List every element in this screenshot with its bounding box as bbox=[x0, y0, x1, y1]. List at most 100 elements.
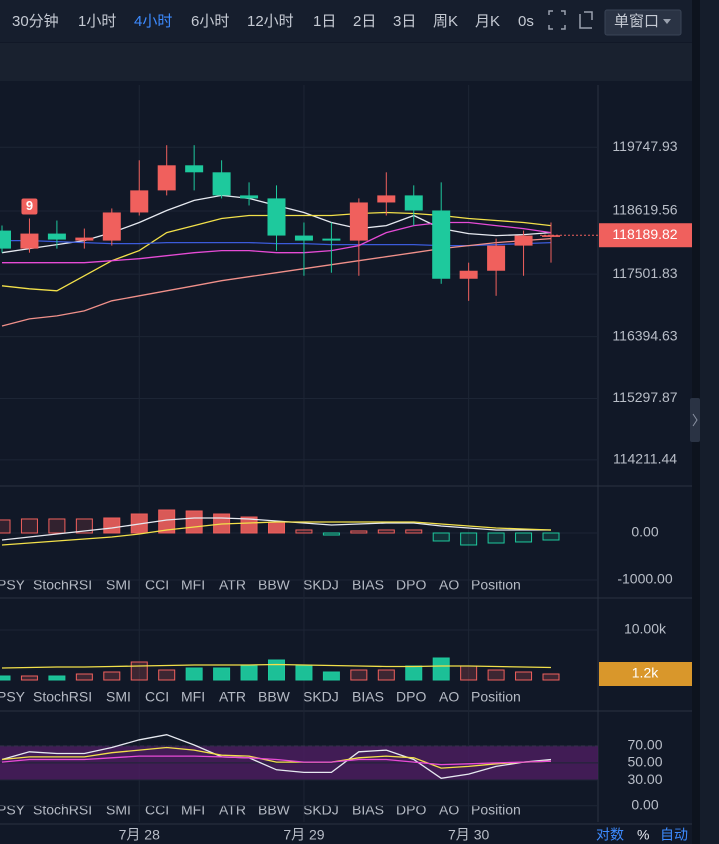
indicator-tab[interactable]: Position bbox=[471, 689, 521, 705]
interval-button[interactable]: 6小时 bbox=[191, 13, 229, 30]
indicator-tab[interactable]: AO bbox=[439, 577, 459, 593]
indicator-tab[interactable]: AO bbox=[439, 689, 459, 705]
indicator-tab[interactable]: Position bbox=[471, 802, 521, 818]
volume-bar bbox=[295, 665, 313, 681]
indicator-tab[interactable]: ATR bbox=[219, 577, 246, 593]
collapse-arrow bbox=[692, 413, 698, 427]
indicator-tab[interactable]: ATR bbox=[219, 689, 246, 705]
y-tick-label: 50.00 bbox=[627, 754, 662, 770]
candle-body bbox=[102, 212, 121, 241]
indicator-tab[interactable]: DPO bbox=[396, 577, 426, 593]
volume-bar bbox=[432, 657, 450, 681]
fullscreen-icon[interactable] bbox=[548, 10, 566, 30]
interval-button[interactable]: 1小时 bbox=[78, 13, 116, 30]
indicator-tab[interactable]: BBW bbox=[258, 802, 291, 818]
y-tick-label: 115297.87 bbox=[612, 389, 677, 405]
indicator-tab[interactable]: DPO bbox=[396, 802, 426, 818]
indicator-tab[interactable]: CCI bbox=[145, 802, 169, 818]
indicator-tab[interactable]: CCI bbox=[145, 577, 169, 593]
indicator-line bbox=[1, 663, 552, 669]
y-tick-label: 0.00 bbox=[631, 796, 658, 812]
indicator-tab[interactable]: StochRSI bbox=[33, 577, 92, 593]
indicator-tab[interactable]: MFI bbox=[181, 689, 205, 705]
indicator-tab[interactable]: PSY bbox=[0, 689, 26, 705]
indicator-tab[interactable]: PSY bbox=[0, 802, 26, 818]
interval-button[interactable]: 30分钟 bbox=[12, 13, 59, 30]
histogram-bar bbox=[103, 517, 121, 534]
candle-body bbox=[240, 195, 259, 199]
y-tick-label: -1000.00 bbox=[617, 571, 672, 587]
indicator-tab[interactable]: SMI bbox=[106, 802, 131, 818]
y-tick-label: 119747.93 bbox=[612, 138, 677, 154]
window-button-label: 单窗口 bbox=[614, 12, 659, 30]
volume-bar bbox=[185, 667, 203, 681]
window-icon[interactable] bbox=[579, 11, 593, 29]
indicator-tab[interactable]: SKDJ bbox=[303, 577, 339, 593]
indicator-line bbox=[2, 221, 552, 264]
indicator-tab[interactable]: StochRSI bbox=[33, 689, 92, 705]
indicator-tab[interactable]: Position bbox=[471, 577, 521, 593]
volume-bar bbox=[460, 665, 478, 681]
volume-bar bbox=[240, 665, 258, 681]
candle-body bbox=[514, 235, 533, 246]
histogram-bar bbox=[432, 532, 450, 542]
indicator-tab[interactable]: StochRSI bbox=[33, 802, 92, 818]
log-toggle[interactable]: 对数 bbox=[596, 827, 624, 843]
indicator-tab[interactable]: BIAS bbox=[352, 802, 384, 818]
dropdown-arrow bbox=[663, 19, 671, 24]
volume-bar bbox=[0, 675, 11, 681]
candle-body bbox=[432, 210, 451, 279]
indicator-line bbox=[1, 517, 551, 541]
indicator-tab[interactable]: DPO bbox=[396, 689, 426, 705]
collapse-handle[interactable] bbox=[690, 398, 700, 442]
volume-bar bbox=[487, 669, 505, 681]
interval-button[interactable]: 1日 bbox=[313, 13, 336, 30]
candle-body bbox=[349, 202, 368, 241]
indicator-tab[interactable]: PSY bbox=[0, 577, 26, 593]
percent-toggle[interactable]: % bbox=[637, 827, 649, 843]
indicator-line bbox=[1, 755, 552, 766]
indicator-tab[interactable]: SKDJ bbox=[303, 802, 339, 818]
volume-bar bbox=[75, 673, 93, 681]
histogram-bar bbox=[20, 518, 38, 534]
candle-body bbox=[157, 165, 176, 191]
sub-toolbar bbox=[0, 43, 692, 81]
interval-button[interactable]: 周K bbox=[433, 13, 458, 30]
histogram-bar bbox=[240, 516, 258, 534]
indicator-tab[interactable]: AO bbox=[439, 802, 459, 818]
indicator-tab[interactable]: BIAS bbox=[352, 577, 384, 593]
y-tick-label: 10.00k bbox=[624, 621, 667, 637]
volume-bar bbox=[405, 665, 423, 681]
signal-marker-bg bbox=[21, 198, 38, 215]
indicator-tab[interactable]: MFI bbox=[181, 802, 205, 818]
interval-button[interactable]: 12小时 bbox=[247, 13, 294, 30]
window-button[interactable] bbox=[604, 9, 682, 36]
auto-toggle[interactable]: 自动 bbox=[660, 827, 688, 843]
last-value-box bbox=[599, 662, 692, 686]
indicator-tab[interactable]: SMI bbox=[106, 577, 131, 593]
candle-body bbox=[487, 245, 506, 271]
indicator-tab[interactable]: BBW bbox=[258, 689, 291, 705]
indicator-tab[interactable]: MFI bbox=[181, 577, 205, 593]
volume-bar bbox=[48, 675, 66, 681]
interval-button[interactable]: 4小时 bbox=[134, 13, 172, 30]
last-price-label: 118189.82 bbox=[612, 226, 677, 242]
indicator-tab[interactable]: SKDJ bbox=[303, 689, 339, 705]
volume-bar bbox=[213, 667, 231, 681]
indicator-tab[interactable]: CCI bbox=[145, 689, 169, 705]
indicator-tab[interactable]: BIAS bbox=[352, 689, 384, 705]
y-tick-label: 70.00 bbox=[627, 737, 662, 753]
interval-button[interactable]: 0s bbox=[518, 13, 534, 30]
indicator-tab[interactable]: SMI bbox=[106, 689, 131, 705]
interval-button[interactable]: 2日 bbox=[353, 13, 376, 30]
interval-button[interactable]: 月K bbox=[475, 13, 500, 30]
volume-bar bbox=[130, 661, 148, 681]
volume-bar bbox=[322, 671, 340, 681]
candle-body bbox=[459, 270, 478, 279]
indicator-tab[interactable]: ATR bbox=[219, 802, 246, 818]
histogram-bar bbox=[487, 532, 505, 544]
indicator-tab[interactable]: BBW bbox=[258, 577, 291, 593]
interval-button[interactable]: 3日 bbox=[393, 13, 416, 30]
